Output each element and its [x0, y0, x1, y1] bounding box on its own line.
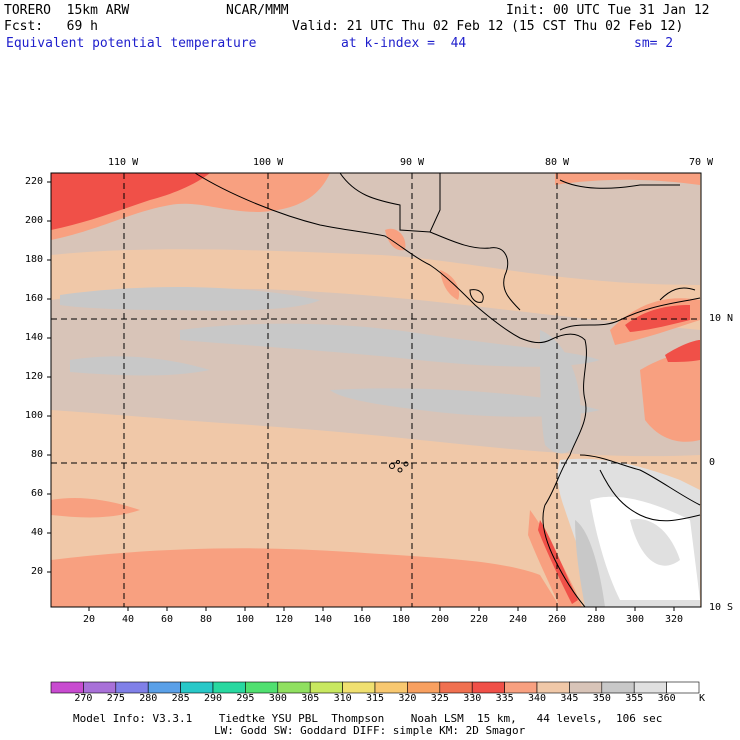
valid-time: Valid: 21 UTC Thu 02 Feb 12 (15 CST Thu … — [292, 19, 684, 34]
y-tick-label: 120 — [25, 371, 44, 382]
colorbar-swatch — [147, 681, 181, 694]
x-tick-label: 280 — [587, 614, 606, 625]
x-tick-label: 260 — [548, 614, 567, 625]
x-tick-label: 20 — [83, 614, 96, 625]
colorbar-swatch — [180, 681, 214, 694]
x-tick-label: 160 — [353, 614, 372, 625]
colorbar-label: 320 — [398, 693, 417, 704]
x-tick-label: 220 — [470, 614, 489, 625]
colorbar-swatch — [504, 681, 538, 694]
x-tick-label: 120 — [275, 614, 294, 625]
coastlines — [194, 173, 701, 607]
colorbar-label: 325 — [430, 693, 449, 704]
x-tick-label: 300 — [626, 614, 645, 625]
colorbar-label: 275 — [106, 693, 125, 704]
colorbar-label: 330 — [463, 693, 482, 704]
y-tick-label: 60 — [31, 488, 44, 499]
colorbar-swatch — [601, 681, 635, 694]
smoothing-label: sm= 2 — [634, 36, 674, 51]
colorbar-label: 315 — [366, 693, 385, 704]
colorbar-label: 290 — [204, 693, 223, 704]
colorbar-swatch — [277, 681, 311, 694]
y-tick-label: 220 — [25, 176, 44, 187]
colorbar-label: 310 — [333, 693, 352, 704]
lat-lon-grid — [51, 173, 701, 607]
x-tick-label: 200 — [431, 614, 450, 625]
x-tick-label: 60 — [161, 614, 174, 625]
y-tick-label: 200 — [25, 215, 44, 226]
y-tick-label: 160 — [25, 293, 44, 304]
x-tick-label: 320 — [665, 614, 684, 625]
x-tick-label: 180 — [392, 614, 411, 625]
x-tick-label: 140 — [314, 614, 333, 625]
x-tick-label: 240 — [509, 614, 528, 625]
physics-info-line: LW: Godd SW: Goddard DIFF: simple KM: 2D… — [214, 724, 526, 737]
lon-label-70w: 70 W — [689, 157, 714, 168]
colorbar-swatch — [309, 681, 343, 694]
lon-label-110w: 110 W — [108, 157, 139, 168]
model-info-line: Model Info: V3.3.1 Tiedtke YSU PBL Thomp… — [73, 712, 663, 725]
x-tick-label: 80 — [200, 614, 213, 625]
level-label: at k-index = 44 — [341, 36, 467, 51]
model-title: TORERO 15km ARW — [4, 3, 130, 18]
lon-label-90w: 90 W — [400, 157, 425, 168]
colorbar-label: 340 — [528, 693, 547, 704]
colorbar-swatch — [83, 681, 117, 694]
colorbar-swatch — [407, 681, 441, 694]
colorbar-label: 345 — [560, 693, 579, 704]
colorbar-label: 350 — [592, 693, 611, 704]
field-name: Equivalent potential temperature — [6, 36, 257, 51]
x-tick-label: 40 — [122, 614, 135, 625]
colorbar-swatch — [569, 681, 603, 694]
colorbar-swatch — [342, 681, 376, 694]
colorbar-unit: K — [699, 693, 706, 704]
y-tick-label: 40 — [31, 527, 44, 538]
init-time: Init: 00 UTC Tue 31 Jan 12 — [506, 3, 710, 18]
y-tick-label: 80 — [31, 449, 44, 460]
colorbar-swatch — [212, 681, 246, 694]
colorbar-swatch — [439, 681, 473, 694]
colorbar — [50, 681, 700, 694]
lon-label-100w: 100 W — [253, 157, 284, 168]
organization-label: NCAR/MMM — [226, 3, 289, 18]
colorbar-swatch — [633, 681, 667, 694]
forecast-hour: Fcst: 69 h — [4, 19, 98, 34]
colorbar-label: 280 — [139, 693, 158, 704]
colorbar-swatch — [666, 681, 700, 694]
lat-label-0: 0 — [709, 457, 716, 468]
colorbar-swatch — [115, 681, 149, 694]
colorbar-label: 285 — [171, 693, 190, 704]
theta-e-field — [51, 173, 701, 607]
lat-label-10n: 10 N — [709, 313, 734, 324]
lon-label-80w: 80 W — [545, 157, 570, 168]
colorbar-label: 300 — [268, 693, 287, 704]
axis-ticks — [47, 181, 675, 611]
colorbar-label: 335 — [495, 693, 514, 704]
colorbar-swatch — [50, 681, 84, 694]
y-tick-label: 180 — [25, 254, 44, 265]
colorbar-swatch — [374, 681, 408, 694]
y-tick-label: 20 — [31, 566, 44, 577]
colorbar-label: 355 — [625, 693, 644, 704]
colorbar-swatch — [471, 681, 505, 694]
colorbar-swatch — [536, 681, 570, 694]
colorbar-label: 295 — [236, 693, 255, 704]
colorbar-label: 305 — [301, 693, 320, 704]
colorbar-label: 270 — [74, 693, 93, 704]
colorbar-labels: 270 275 280 285 290 295 300 305 310 315 320 325 330 3… — [0, 693, 740, 707]
colorbar-label: 360 — [657, 693, 676, 704]
colorbar-swatch — [245, 681, 279, 694]
y-tick-label: 140 — [25, 332, 44, 343]
x-tick-label: 100 — [236, 614, 255, 625]
map-frame — [50, 172, 702, 608]
lat-label-10s: 10 S — [709, 602, 734, 613]
y-tick-label: 100 — [25, 410, 44, 421]
